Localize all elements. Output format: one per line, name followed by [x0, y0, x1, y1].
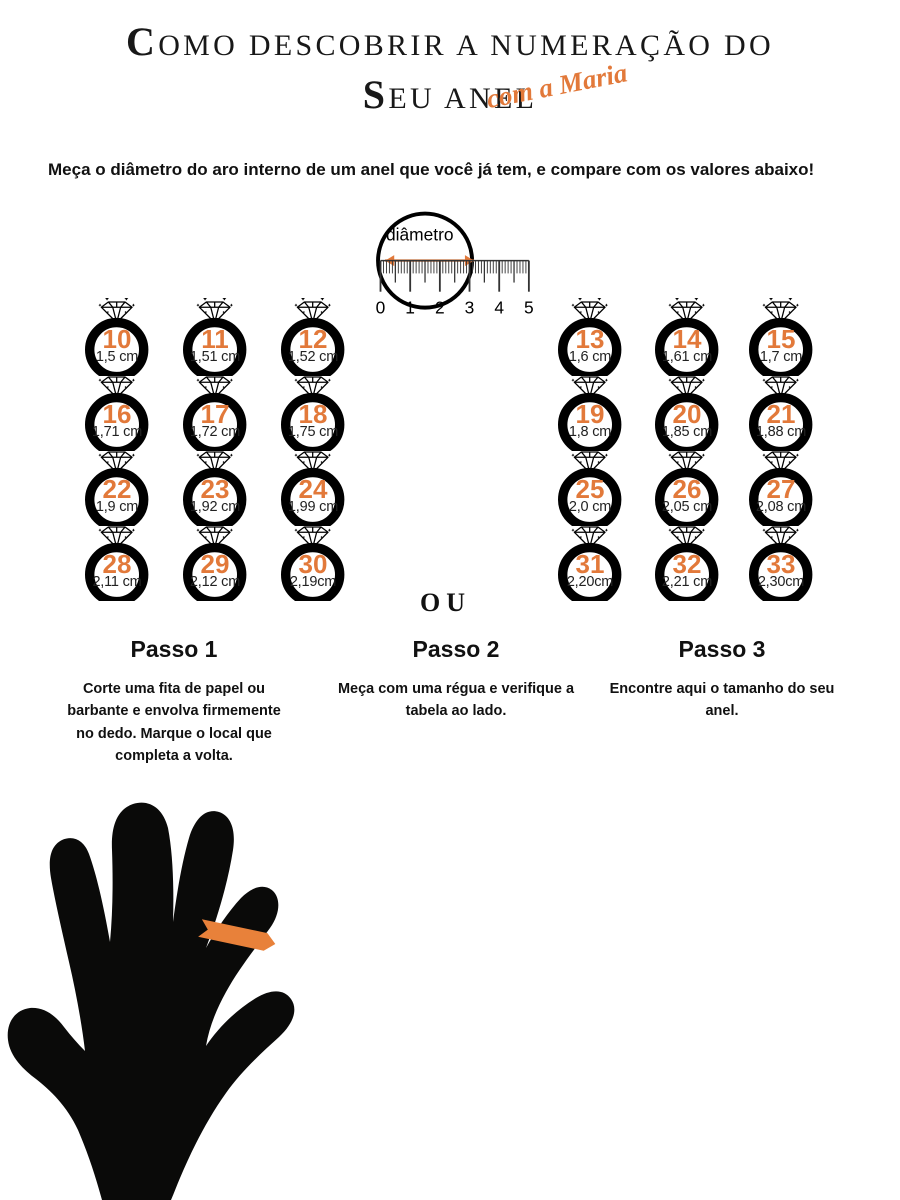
svg-text:0: 0: [376, 298, 386, 318]
svg-text:3: 3: [465, 298, 475, 318]
svg-text:diâmetro: diâmetro: [386, 224, 454, 244]
svg-text:4: 4: [494, 298, 504, 318]
svg-text:2: 2: [435, 298, 445, 318]
svg-text:1: 1: [405, 298, 415, 318]
